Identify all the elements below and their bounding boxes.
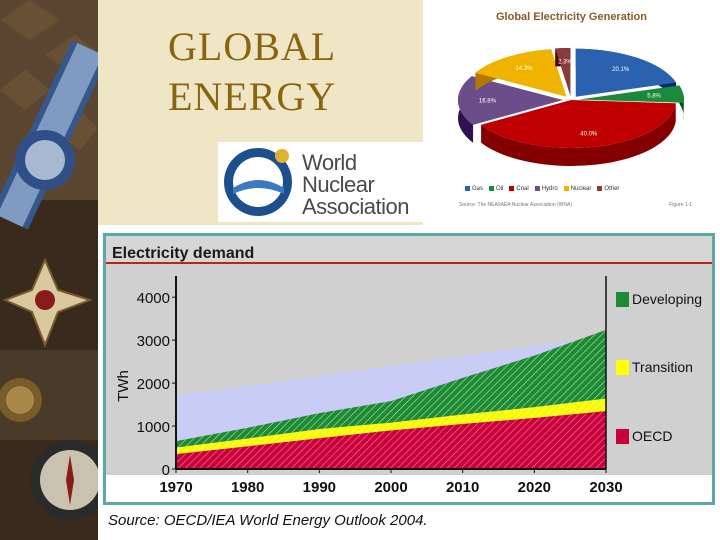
x-tick-label: 1980 <box>231 479 264 496</box>
legend-label-transition: Transition <box>632 359 693 375</box>
area-oecd <box>176 411 606 469</box>
pie-chart-title: Global Electricity Generation <box>496 11 647 23</box>
x-tick-label: 2030 <box>589 479 622 496</box>
y-tick-label: 3000 <box>137 333 170 350</box>
pie-legend-label: Other <box>604 186 620 193</box>
x-tick-label: 2010 <box>446 479 479 496</box>
pie-legend-swatch <box>534 186 540 191</box>
area-developing <box>176 329 606 448</box>
pie-chart-legend: Gas Oil Coal Hydro Nuclear Other <box>459 186 619 192</box>
y-tick-label: 1000 <box>137 419 170 436</box>
pie-legend-swatch <box>489 186 495 191</box>
pie-legend-swatch <box>597 186 603 191</box>
pie-legend-label: Oil <box>496 186 504 193</box>
y-tick-label: 2000 <box>137 376 170 393</box>
pie-legend-swatch <box>465 186 470 191</box>
pie-legend-swatch <box>563 186 569 191</box>
pie-chart: 20.1% 5.8% 40.0% 16.8% 14.3% 2.3% <box>458 48 684 167</box>
logo-text-line-3: Association <box>302 194 410 219</box>
decorative-image <box>0 0 98 540</box>
x-tick-label: 2000 <box>374 479 407 496</box>
y-axis-label: TWh <box>115 370 132 402</box>
pie-slice-label: 2.3% <box>558 60 572 66</box>
logo-text-line-2: Nuclear <box>302 172 375 197</box>
legend-label-developing: Developing <box>632 291 702 307</box>
y-tick-label: 4000 <box>137 290 170 307</box>
x-tick-label: 1970 <box>159 479 192 496</box>
legend-label-oecd: OECD <box>632 428 672 444</box>
pie-slice-label: 40.0% <box>580 132 598 138</box>
pie-legend-label: Nuclear <box>570 186 592 193</box>
pie-slice-nuclear <box>475 49 567 97</box>
demand-chart-frame: Electricity demand 0 1000 2000 3000 4000 TWh 1… <box>103 233 715 505</box>
x-tick-label: 1990 <box>303 479 336 496</box>
pie-legend-label: Coal <box>516 186 529 193</box>
pie-slice-label: 14.3% <box>515 66 533 72</box>
pie-chart-panel: Global Electricity Generation 20.1% 5.8% 4… <box>423 0 720 225</box>
demand-chart-title: Electricity demand <box>112 245 254 262</box>
pie-slice-label: 20.1% <box>612 67 630 73</box>
pie-slice-gas <box>575 48 677 97</box>
x-tick-label: 2020 <box>518 479 551 496</box>
legend-swatch-transition <box>616 360 629 375</box>
logo-text-line-1: World <box>302 150 357 175</box>
legend-swatch-oecd <box>616 429 629 444</box>
area-transition <box>176 398 606 454</box>
pie-slice-label: 5.8% <box>647 94 661 100</box>
legend-swatch-developing <box>616 292 629 307</box>
demand-chart-panel: Electricity demand 0 1000 2000 3000 4000 TWh 1… <box>98 225 720 540</box>
pie-legend-swatch <box>509 186 515 191</box>
pie-legend-label: Gas <box>472 186 484 193</box>
pie-slice-coal <box>481 100 676 149</box>
pie-chart-source: Source: The NEA/IAEA Nuclear Association… <box>459 202 573 208</box>
demand-chart: Electricity demand 0 1000 2000 3000 4000 TWh 1… <box>106 236 712 496</box>
pie-chart-page-number: Figure 1-1 <box>669 202 692 208</box>
pie-slice-hydro <box>458 76 564 125</box>
pie-slice-other <box>555 48 571 97</box>
y-tick-label: 0 <box>162 462 170 479</box>
slide-title: GLOBAL ENERGY <box>168 24 337 119</box>
pie-legend-label: Hydro <box>541 186 558 193</box>
globe-logo-icon <box>218 142 298 222</box>
pie-slice-oil <box>578 85 684 103</box>
pie-slice-label: 16.8% <box>479 98 497 104</box>
demand-chart-source: Source: OECD/IEA World Energy Outlook 20… <box>108 512 428 529</box>
world-nuclear-association-logo: World Nuclear Association <box>218 142 423 222</box>
pie-slice-side-coal <box>481 103 676 167</box>
